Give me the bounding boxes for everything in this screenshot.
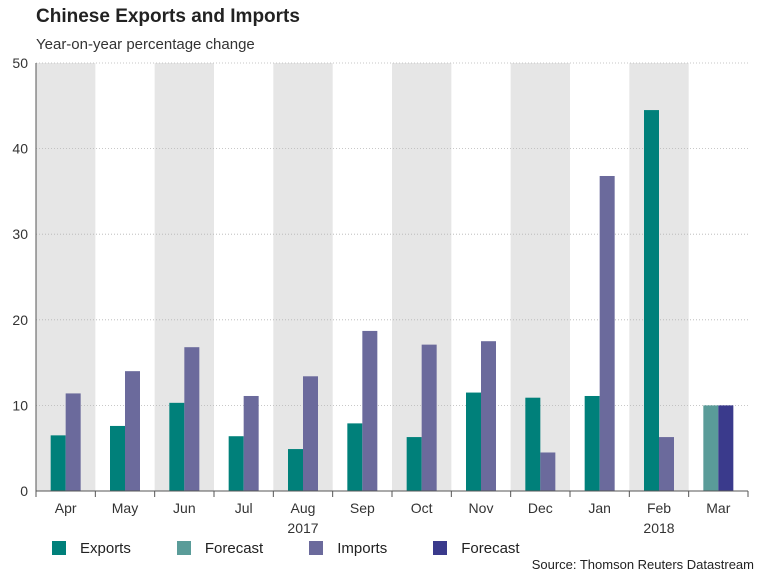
bar-exports-apr bbox=[50, 435, 66, 491]
y-tick-label-10: 10 bbox=[12, 397, 28, 413]
legend-swatch-imports-forecast bbox=[433, 541, 448, 555]
x-tick-label-aug: Aug bbox=[291, 500, 316, 516]
chart-title: Chinese Exports and Imports bbox=[36, 6, 300, 27]
bar-exports-jan bbox=[584, 395, 600, 491]
bar-exports-aug bbox=[288, 449, 303, 491]
bar-imports-sep bbox=[362, 330, 378, 491]
bar-imports-jan bbox=[599, 175, 615, 491]
legend-label-imports: Imports bbox=[337, 539, 388, 557]
legend-item-imports: Imports bbox=[309, 540, 387, 557]
x-tick-label-mar: Mar bbox=[706, 500, 730, 516]
bar-exports-feb bbox=[644, 110, 659, 491]
year-label-2017: 2017 bbox=[287, 520, 318, 536]
bar-forecast-mar bbox=[718, 405, 734, 491]
bar-imports-dec bbox=[540, 452, 556, 491]
x-tick-label-feb: Feb bbox=[647, 500, 671, 516]
x-tick-label-jun: Jun bbox=[173, 500, 196, 516]
chart-legend: Exports Forecast Imports Forecast bbox=[52, 538, 566, 558]
y-tick-label-20: 20 bbox=[12, 312, 28, 328]
legend-label-exports-forecast: Forecast bbox=[204, 539, 264, 557]
legend-label-exports: Exports bbox=[80, 539, 131, 557]
y-tick-label-0: 0 bbox=[20, 483, 28, 499]
legend-item-imports-forecast: Forecast bbox=[433, 539, 520, 557]
bar-imports-may bbox=[125, 371, 140, 491]
x-tick-label-may: May bbox=[112, 500, 138, 516]
y-tick-label-30: 30 bbox=[12, 226, 28, 242]
x-tick-label-dec: Dec bbox=[528, 500, 553, 516]
x-tick-label-apr: Apr bbox=[55, 500, 77, 516]
chart-subtitle: Year-on-year percentage change bbox=[36, 36, 255, 53]
y-tick-label-40: 40 bbox=[12, 141, 28, 157]
source-note: Source: Thomson Reuters Datastream bbox=[531, 557, 754, 572]
x-tick-label-jan: Jan bbox=[588, 500, 611, 516]
bar-exports-nov bbox=[466, 392, 481, 491]
bar-forecast-mar bbox=[703, 405, 719, 491]
bar-exports-oct bbox=[406, 437, 422, 491]
bar-imports-feb bbox=[659, 437, 674, 491]
x-tick-label-jul: Jul bbox=[235, 500, 253, 516]
legend-swatch-imports bbox=[309, 541, 324, 555]
bar-exports-jun bbox=[169, 402, 185, 491]
x-tick-label-nov: Nov bbox=[469, 500, 494, 516]
bar-imports-jul bbox=[243, 395, 259, 491]
bar-imports-apr bbox=[65, 393, 81, 491]
x-tick-label-oct: Oct bbox=[411, 500, 433, 516]
bar-imports-nov bbox=[481, 341, 496, 491]
year-label-2018: 2018 bbox=[643, 520, 674, 536]
legend-label-imports-forecast: Forecast bbox=[461, 539, 520, 557]
legend-item-exports-forecast: Forecast bbox=[176, 539, 264, 557]
bar-exports-may bbox=[110, 425, 125, 491]
bar-imports-aug bbox=[303, 376, 318, 491]
bar-imports-jun bbox=[184, 347, 200, 491]
y-tick-label-50: 50 bbox=[12, 55, 28, 71]
legend-item-exports: Exports bbox=[52, 540, 131, 557]
x-tick-label-sep: Sep bbox=[350, 500, 375, 516]
bar-imports-oct bbox=[421, 344, 437, 491]
bar-exports-jul bbox=[228, 436, 244, 491]
bar-exports-sep bbox=[347, 423, 363, 491]
bar-exports-dec bbox=[525, 397, 541, 491]
legend-swatch-exports-forecast bbox=[176, 541, 191, 555]
legend-swatch-exports bbox=[52, 541, 66, 555]
